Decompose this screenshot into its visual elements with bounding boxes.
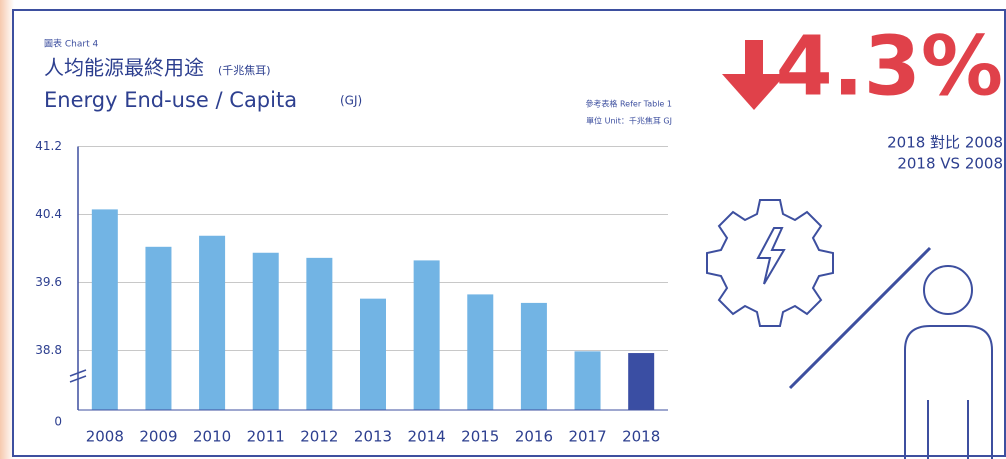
y-tick-label: 38.8 <box>35 343 62 357</box>
bar <box>199 235 226 410</box>
y-tick-label: 40.4 <box>35 207 62 221</box>
callout-caption: 2018 VS 2008 <box>897 155 1003 173</box>
bar <box>91 209 118 410</box>
x-tick-label: 2012 <box>300 428 338 446</box>
x-tick-label: 2011 <box>247 428 285 446</box>
x-tick-label: 2008 <box>86 428 124 446</box>
x-tick-label: 2014 <box>408 428 446 446</box>
bar <box>360 298 386 410</box>
x-tick-label: 2017 <box>568 428 606 446</box>
bar <box>574 351 601 410</box>
callout-value: 4.3% <box>776 19 1003 114</box>
x-tick-label: 2016 <box>515 428 553 446</box>
x-tick-label: 2010 <box>193 428 231 446</box>
axis-break <box>69 369 87 377</box>
bar <box>252 252 279 410</box>
y-tick-label: 41.2 <box>35 139 62 153</box>
bar <box>628 353 655 410</box>
x-tick-label: 2015 <box>461 428 499 446</box>
subtitle-unit: (GJ) <box>340 94 362 108</box>
axis-break <box>69 375 87 383</box>
note: 參考表格 Refer Table 1 <box>585 99 672 109</box>
bar <box>306 257 333 410</box>
note: 單位 Unit：千兆焦耳 GJ <box>586 116 672 126</box>
chart-label: 圖表 Chart 4 <box>44 38 98 50</box>
x-tick-label: 2018 <box>622 428 660 446</box>
person-icon <box>904 265 993 459</box>
bar <box>413 260 440 410</box>
bar <box>520 302 547 410</box>
bar <box>145 246 172 410</box>
y-tick-label: 0 <box>54 415 62 429</box>
slash <box>788 246 932 390</box>
title-unit: (千兆焦耳) <box>218 64 271 77</box>
chart-subtitle: Energy End-use / Capita <box>44 88 297 112</box>
y-tick-label: 39.6 <box>35 275 62 289</box>
edge-shade <box>0 0 14 459</box>
x-tick-label: 2013 <box>354 428 392 446</box>
x-tick-label: 2009 <box>139 428 177 446</box>
chart-title: 人均能源最終用途 <box>44 56 204 80</box>
down-arrow <box>722 40 786 110</box>
bar <box>467 294 494 410</box>
callout-caption: 2018 對比 2008 <box>887 134 1003 152</box>
gear-icon <box>706 199 834 327</box>
